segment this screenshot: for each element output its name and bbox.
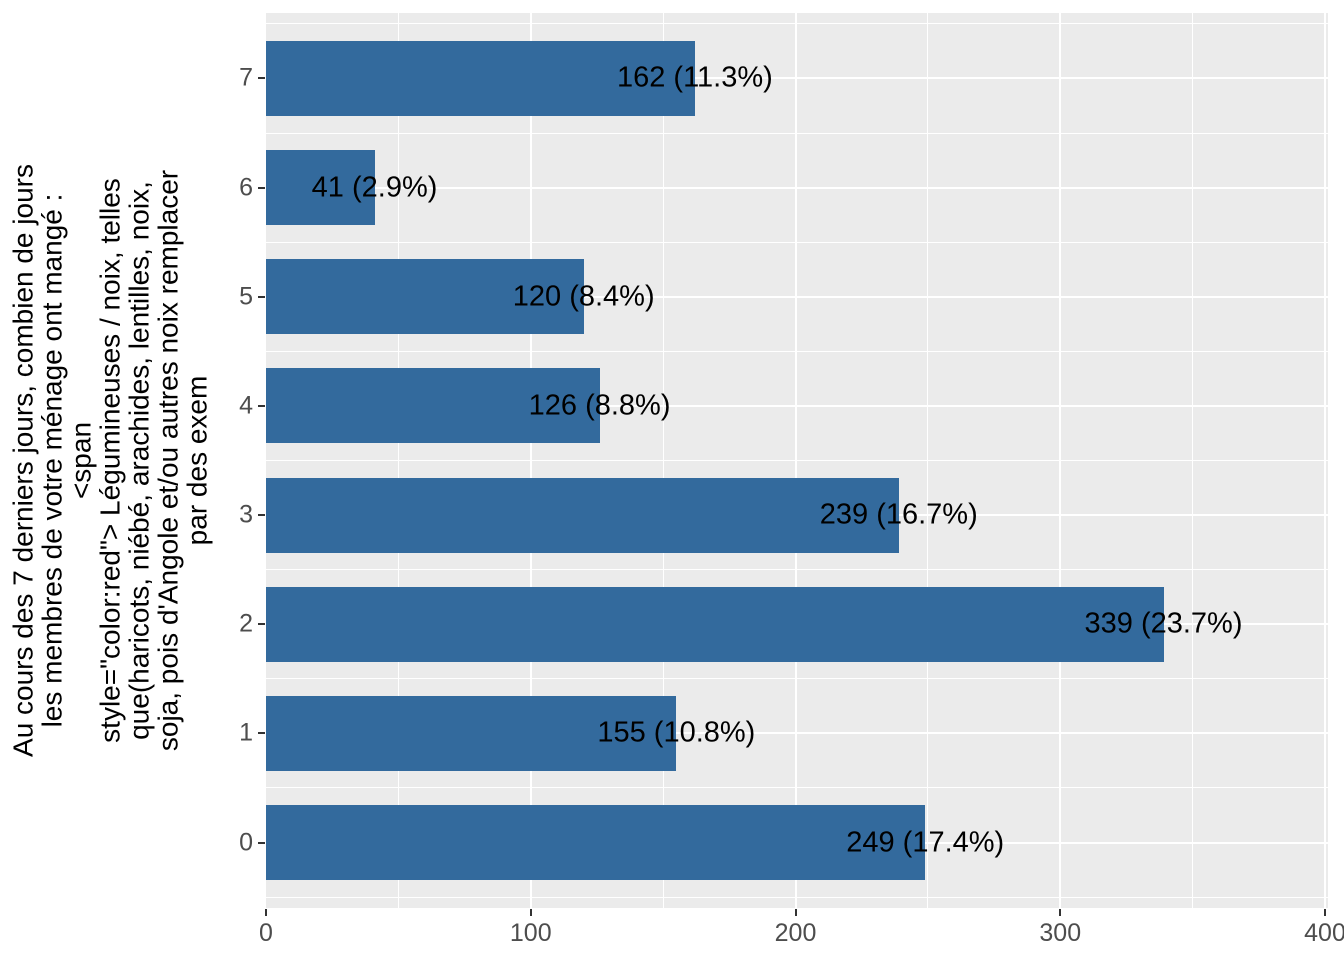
y-axis-title-line-3: <span [65,421,97,500]
minor-horizontal-gridline [266,23,1328,25]
bar-value-label: 239 (16.7%) [819,498,978,531]
bar [266,150,375,226]
bar [266,259,584,335]
y-tick-mark [258,404,265,407]
minor-horizontal-gridline [266,678,1328,680]
major-horizontal-gridline [266,295,1328,298]
x-tick-mark [1059,909,1062,916]
bar-value-label: 41 (2.9%) [311,171,438,204]
y-axis-title-line-6: soja, pois d'Angole et/ou autres noix re… [152,169,184,752]
plot-panel: 162 (11.3%) 41 (2.9%) 120 (8.4%) 126 (8.8%)… [266,13,1328,908]
y-tick-mark [258,841,265,844]
y-tick-label: 1 [239,718,253,747]
y-tick-mark [258,514,265,517]
y-tick-mark [258,295,265,298]
x-tick-mark [794,909,797,916]
x-tick-label: 400 [1304,919,1344,947]
bar [266,805,926,880]
y-tick-label: 2 [239,609,253,638]
y-axis-title-line-7: par des exem [181,375,213,546]
bar [266,40,695,116]
minor-horizontal-gridline [266,350,1328,352]
bar-value-label: 120 (8.4%) [512,280,655,313]
x-tick-mark [1324,909,1326,916]
y-tick-label: 6 [239,173,253,202]
x-tick-label: 200 [774,919,817,947]
y-tick-label: 7 [239,63,253,92]
x-tick-mark [529,909,532,916]
major-horizontal-gridline [266,77,1328,80]
major-horizontal-gridline [266,404,1328,407]
y-axis-title-line-5: que(haricots, niébé, arachides, lentille… [123,181,155,740]
y-axis-title-line-4: style="color:red"> Légumineuses / noix, … [94,178,126,743]
x-tick-mark [265,909,267,916]
major-vertical-gridline [1059,13,1062,908]
bar [266,368,600,444]
x-tick-label: 100 [509,919,552,947]
bar [266,695,677,771]
major-horizontal-gridline [266,732,1328,735]
bar-value-label: 155 (10.8%) [597,716,756,749]
y-axis-title-line-2: les membres de votre ménage ont mangé : [36,193,68,728]
y-tick-label: 0 [239,828,253,856]
minor-horizontal-gridline [266,241,1328,243]
minor-horizontal-gridline [266,132,1328,134]
y-tick-label: 4 [239,391,253,420]
y-tick-label: 3 [239,500,253,529]
x-tick-label: 0 [259,919,273,947]
minor-horizontal-gridline [266,569,1328,571]
y-tick-label: 5 [239,282,253,311]
y-tick-mark [258,186,265,189]
minor-horizontal-gridline [266,460,1328,461]
bar-value-label: 162 (11.3%) [616,61,773,94]
y-axis-title-line-1: Au cours des 7 derniers jours, combien d… [7,164,39,757]
minor-horizontal-gridline [266,896,1328,898]
bar [266,586,1164,662]
y-axis-title: Au cours des 7 derniers jours, combien d… [7,0,213,931]
bar-value-label: 249 (17.4%) [846,826,1005,858]
bar-value-label: 339 (23.7%) [1084,607,1243,640]
x-tick-label: 300 [1039,919,1082,947]
y-tick-mark [258,623,265,626]
minor-horizontal-gridline [266,787,1328,789]
major-vertical-gridline [794,13,797,908]
major-vertical-gridline [529,13,532,908]
major-horizontal-gridline [266,186,1328,189]
y-tick-mark [258,77,265,80]
y-tick-mark [258,732,265,735]
bar-value-label: 126 (8.8%) [528,389,671,422]
major-vertical-gridline [1324,13,1326,908]
bar [266,477,899,553]
